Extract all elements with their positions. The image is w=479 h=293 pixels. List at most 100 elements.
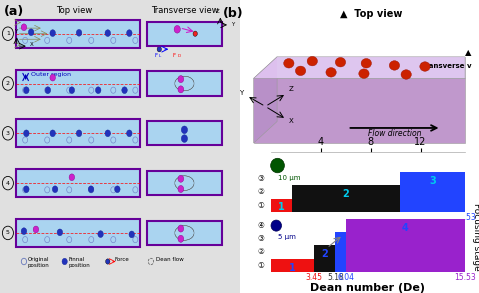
Text: 2: 2 — [321, 249, 328, 259]
Text: (a): (a) — [4, 5, 24, 18]
Circle shape — [50, 130, 56, 137]
Circle shape — [326, 68, 336, 77]
FancyBboxPatch shape — [148, 171, 221, 195]
Circle shape — [307, 56, 318, 66]
Text: position: position — [68, 263, 90, 268]
Circle shape — [114, 186, 120, 193]
Text: 15.53: 15.53 — [454, 213, 476, 222]
Polygon shape — [254, 57, 465, 78]
Circle shape — [105, 130, 111, 137]
Text: ②: ② — [258, 188, 264, 196]
Text: X: X — [289, 117, 294, 124]
Text: Finnal: Finnal — [68, 257, 84, 262]
Circle shape — [178, 235, 184, 242]
Text: ▲  Top view: ▲ Top view — [340, 9, 402, 19]
Text: 2: 2 — [6, 81, 10, 86]
Text: Outer region: Outer region — [31, 72, 71, 77]
Circle shape — [57, 229, 63, 236]
Circle shape — [21, 228, 27, 234]
Text: ④: ④ — [258, 221, 264, 230]
FancyBboxPatch shape — [148, 121, 221, 145]
FancyBboxPatch shape — [148, 71, 221, 96]
Text: Y: Y — [231, 22, 234, 28]
Text: 4: 4 — [402, 223, 409, 233]
Circle shape — [21, 24, 27, 30]
Circle shape — [284, 59, 294, 68]
FancyBboxPatch shape — [148, 22, 221, 46]
Polygon shape — [254, 57, 277, 143]
Text: 3.45: 3.45 — [305, 273, 322, 282]
Bar — [271, 258, 314, 272]
Text: 3: 3 — [6, 131, 10, 136]
Circle shape — [52, 186, 58, 193]
Bar — [271, 199, 292, 212]
Text: Flow direction: Flow direction — [368, 129, 421, 137]
Bar — [314, 246, 335, 272]
Text: ▲: ▲ — [466, 48, 472, 57]
Text: Z: Z — [216, 9, 220, 14]
Circle shape — [181, 135, 187, 142]
Text: 1.73: 1.73 — [284, 213, 301, 222]
Circle shape — [271, 220, 282, 231]
Text: ③: ③ — [258, 174, 264, 183]
Text: 5: 5 — [6, 230, 10, 236]
Text: Focusing stage: Focusing stage — [472, 203, 479, 271]
Circle shape — [420, 62, 430, 71]
Bar — [346, 219, 465, 272]
Circle shape — [178, 225, 184, 232]
Circle shape — [181, 126, 187, 134]
Circle shape — [359, 69, 369, 78]
FancyBboxPatch shape — [148, 221, 221, 245]
Circle shape — [69, 174, 75, 180]
Circle shape — [23, 130, 29, 137]
Circle shape — [69, 87, 75, 93]
Text: Transverse view: Transverse view — [150, 6, 218, 16]
Text: ③: ③ — [258, 234, 264, 243]
Polygon shape — [277, 57, 465, 78]
Circle shape — [178, 86, 184, 93]
Circle shape — [361, 59, 371, 68]
Text: Dean number (De): Dean number (De) — [310, 283, 425, 293]
Circle shape — [50, 74, 56, 81]
Circle shape — [50, 30, 56, 37]
Circle shape — [76, 30, 82, 36]
Circle shape — [389, 61, 399, 70]
Circle shape — [62, 258, 67, 265]
Bar — [400, 172, 465, 212]
Circle shape — [335, 57, 346, 67]
Polygon shape — [277, 57, 465, 78]
Circle shape — [178, 175, 184, 182]
Bar — [335, 232, 346, 272]
Text: 4: 4 — [6, 180, 10, 186]
Text: ①: ① — [258, 201, 264, 209]
Circle shape — [98, 231, 103, 237]
Text: 1: 1 — [289, 263, 296, 272]
Circle shape — [105, 30, 111, 37]
Circle shape — [126, 30, 132, 37]
Polygon shape — [254, 78, 465, 143]
Text: L: L — [159, 54, 161, 59]
Circle shape — [33, 226, 39, 233]
Text: 1: 1 — [278, 202, 285, 212]
Circle shape — [296, 66, 306, 76]
Text: 3: 3 — [337, 236, 344, 246]
Text: F: F — [154, 53, 158, 58]
Bar — [292, 185, 400, 212]
Text: D: D — [177, 54, 181, 59]
Text: Original: Original — [27, 257, 49, 262]
FancyBboxPatch shape — [15, 20, 140, 47]
Text: 15.53: 15.53 — [454, 273, 476, 282]
Circle shape — [23, 87, 29, 93]
FancyBboxPatch shape — [15, 69, 140, 97]
FancyBboxPatch shape — [15, 169, 140, 197]
Circle shape — [271, 158, 285, 173]
Text: Top view: Top view — [56, 6, 92, 16]
Circle shape — [126, 130, 132, 137]
Text: Force: Force — [115, 257, 130, 262]
Circle shape — [95, 87, 101, 93]
Text: 2: 2 — [342, 189, 350, 199]
Circle shape — [401, 70, 411, 79]
Text: 5 μm: 5 μm — [277, 234, 296, 239]
Circle shape — [178, 76, 184, 83]
Circle shape — [23, 186, 29, 193]
